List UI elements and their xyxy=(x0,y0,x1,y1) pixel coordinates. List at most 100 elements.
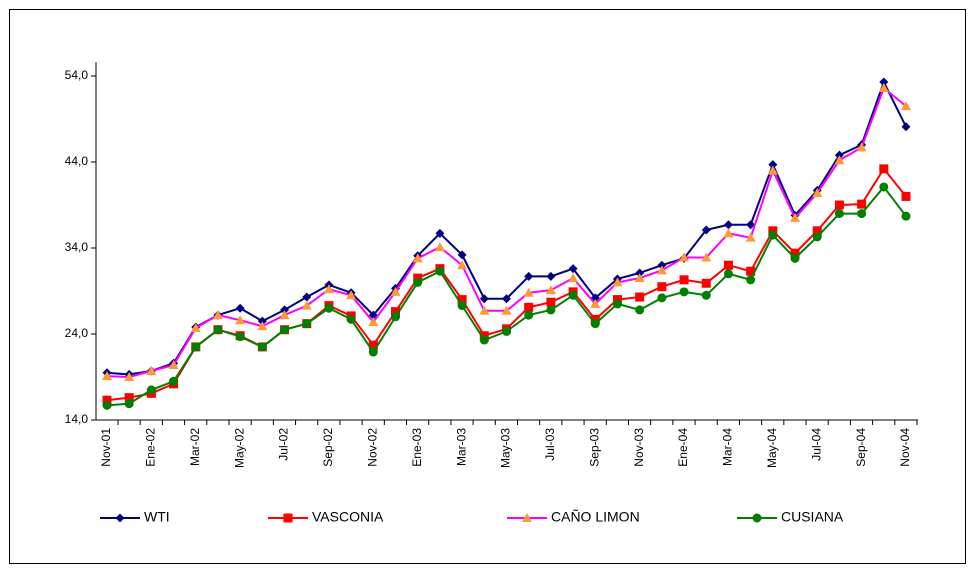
data-point xyxy=(391,307,401,317)
data-point xyxy=(457,260,468,270)
data-point xyxy=(701,252,712,262)
data-point xyxy=(546,297,556,307)
data-point xyxy=(346,290,357,300)
data-point xyxy=(679,275,689,285)
data-point xyxy=(545,285,556,295)
data-point xyxy=(434,242,445,252)
data-point xyxy=(812,187,823,197)
data-point xyxy=(723,269,733,279)
data-point xyxy=(413,277,423,287)
data-point xyxy=(257,342,267,352)
data-point xyxy=(368,340,378,350)
chart-frame xyxy=(9,9,966,564)
data-point xyxy=(102,371,112,381)
data-point xyxy=(723,228,734,238)
data-point xyxy=(391,312,401,322)
x-tick-label: May-03 xyxy=(499,428,513,468)
x-tick-label: Nov-02 xyxy=(366,428,380,467)
data-point xyxy=(524,271,534,281)
data-point xyxy=(546,271,556,281)
data-point xyxy=(524,302,534,312)
legend-marker xyxy=(283,513,293,523)
data-point xyxy=(857,209,867,219)
y-tick-label: 34,0 xyxy=(65,240,89,254)
x-tick-label: Ene-02 xyxy=(144,428,158,467)
data-point xyxy=(501,305,512,315)
data-point xyxy=(368,347,378,357)
data-point xyxy=(901,101,911,111)
data-point xyxy=(302,292,312,302)
data-point xyxy=(901,211,911,221)
data-point xyxy=(834,200,844,210)
data-point xyxy=(612,277,623,287)
data-point xyxy=(857,199,867,209)
x-tick-label: Ene-03 xyxy=(410,428,424,467)
data-point xyxy=(301,300,312,310)
legend-label: CUSIANA xyxy=(781,509,844,525)
data-point xyxy=(346,314,356,324)
data-point xyxy=(701,290,711,300)
x-tick-label: May-02 xyxy=(232,428,246,468)
data-point xyxy=(635,292,645,302)
data-point xyxy=(701,278,711,288)
data-point xyxy=(656,265,667,275)
data-point xyxy=(635,268,645,278)
data-point xyxy=(280,325,290,335)
data-point xyxy=(679,287,689,297)
data-point xyxy=(257,321,268,331)
data-point xyxy=(457,301,467,311)
data-point xyxy=(612,299,622,309)
x-tick-label: May-04 xyxy=(765,428,779,468)
data-point xyxy=(790,248,800,258)
x-tick-label: Jul-04 xyxy=(809,428,823,461)
data-point xyxy=(279,310,290,320)
data-point xyxy=(635,305,645,315)
data-point xyxy=(746,220,756,230)
data-point xyxy=(812,232,822,242)
data-point xyxy=(323,284,334,294)
data-point xyxy=(523,287,534,297)
data-point xyxy=(213,325,223,335)
x-tick-label: Mar-02 xyxy=(188,428,202,466)
data-point xyxy=(457,250,467,260)
data-point xyxy=(723,220,733,230)
data-point xyxy=(435,228,445,238)
data-point xyxy=(657,282,667,292)
data-point xyxy=(878,83,889,93)
data-point xyxy=(590,298,601,308)
data-point xyxy=(856,142,867,152)
data-point xyxy=(146,385,156,395)
data-point xyxy=(879,164,889,174)
data-point xyxy=(324,303,334,313)
data-point xyxy=(768,160,778,170)
data-point xyxy=(901,191,911,201)
data-point xyxy=(479,305,490,315)
data-point xyxy=(746,275,756,285)
data-point xyxy=(812,226,822,236)
data-point xyxy=(235,332,245,342)
data-point xyxy=(746,266,756,276)
data-point xyxy=(435,266,445,276)
data-point xyxy=(168,359,179,369)
data-point xyxy=(146,365,157,375)
x-tick-label: Mar-04 xyxy=(721,428,735,466)
data-point xyxy=(479,335,489,345)
x-tick-label: Jul-03 xyxy=(543,428,557,461)
data-point xyxy=(834,209,844,219)
data-point xyxy=(679,252,690,262)
legend-label: CAÑO LIMON xyxy=(551,509,640,525)
data-point xyxy=(568,290,578,300)
data-point xyxy=(102,400,112,410)
data-point xyxy=(767,165,778,175)
x-tick-label: Sep-04 xyxy=(854,428,868,467)
data-point xyxy=(212,310,223,320)
data-point xyxy=(190,322,201,332)
x-tick-label: Ene-04 xyxy=(676,428,690,467)
data-point xyxy=(191,342,201,352)
x-tick-label: Jul-02 xyxy=(277,428,291,461)
data-point xyxy=(169,376,179,386)
data-point xyxy=(790,212,801,222)
data-point xyxy=(102,395,112,405)
data-point xyxy=(457,295,467,305)
data-point xyxy=(412,253,423,263)
